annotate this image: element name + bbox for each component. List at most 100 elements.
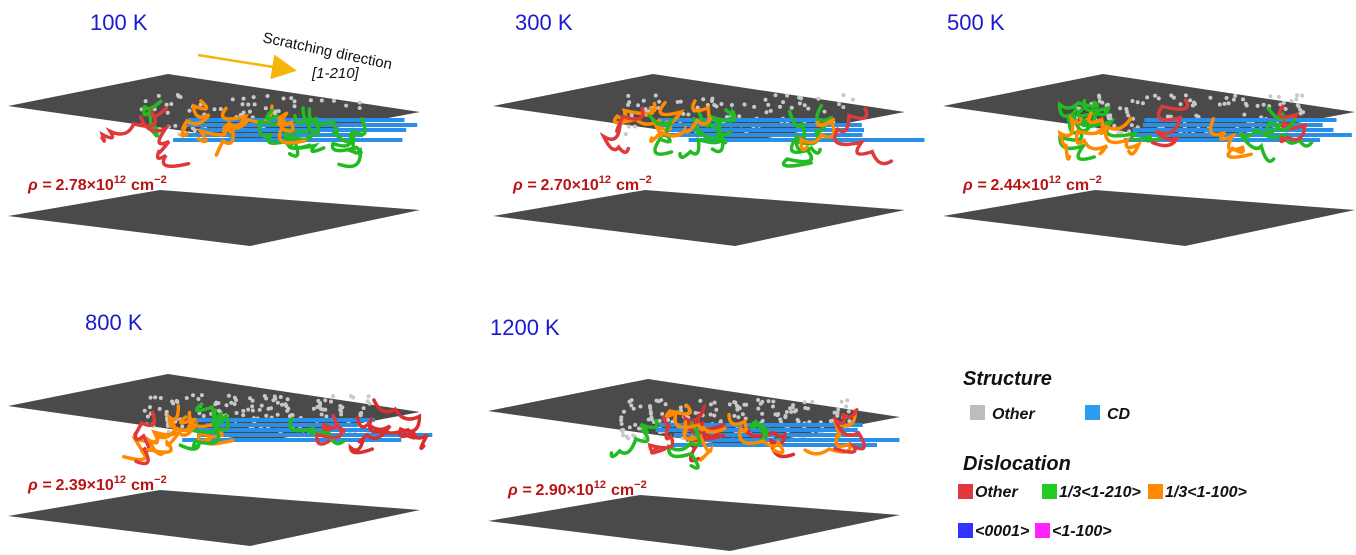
atom [1289,99,1293,103]
atom [771,405,775,409]
atom [252,95,256,99]
annotation-direction: [1-210] [311,65,360,82]
atom [277,109,281,113]
atom [648,406,652,410]
atom [248,396,252,400]
atom [1256,104,1260,108]
atom [1294,97,1298,101]
atom [719,102,723,106]
panel: 1200 Kρ =2.90×1012cm−2 [488,315,900,551]
atom [217,409,221,413]
atom [251,409,255,413]
bottom-slab [493,190,905,246]
density-part: ρ = [512,177,536,194]
legend-swatch [1035,523,1050,538]
atom [318,403,322,407]
density-part: 2.44 [990,177,1021,194]
atom [1130,123,1134,127]
atom [1300,94,1304,98]
atom [1166,115,1170,119]
atom [266,94,270,98]
density-part: 2.70 [540,177,571,194]
atom [736,415,740,419]
atom [1169,93,1173,97]
atom [1241,97,1245,101]
atom [1218,102,1222,106]
dislocation-density: ρ =2.70×1012cm−2 [512,174,652,194]
atom [276,401,280,405]
atom [212,107,216,111]
atom [649,412,653,416]
legend-swatch [1148,484,1163,499]
atom [1118,106,1122,110]
density-part: ρ = [962,177,986,194]
atom [180,424,184,428]
atom [246,408,250,412]
temperature-label: 300 K [515,10,573,35]
atom [286,397,290,401]
density-part: 10 [96,177,114,194]
atom [276,413,280,417]
atom [1296,103,1300,107]
atom [796,418,800,422]
density-part: 2.90 [535,482,566,499]
atom [823,110,827,114]
density-part: −2 [154,174,167,186]
atom [664,402,668,406]
atom [241,102,245,106]
atom [735,408,739,412]
bottom-slab [488,495,900,551]
atom [175,400,179,404]
atom [362,406,366,410]
atom [728,402,732,406]
density-part: × [1022,177,1031,194]
bottom-slab [8,190,420,246]
atom [803,103,807,107]
density-part: ρ = [507,482,531,499]
density-part: 10 [581,177,599,194]
atom [1188,98,1192,102]
density-part: × [572,177,581,194]
atom [248,110,252,114]
density-part: ρ = [27,477,51,494]
atom [625,435,629,439]
atom [730,103,734,107]
legend-label: CD [1107,406,1131,423]
atom [200,393,204,397]
atom [250,404,254,408]
atom [1208,96,1212,100]
atom [806,107,810,111]
atom [324,414,328,418]
atom [624,132,628,136]
atom [744,403,748,407]
atom [260,404,264,408]
atom [1153,94,1157,98]
temperature-label: 1200 K [490,315,560,340]
atom [767,399,771,403]
atom [320,413,324,417]
atom [627,100,631,104]
atom [1136,100,1140,104]
atom [224,403,228,407]
atom [159,396,163,400]
atom [679,405,683,409]
density-part: 12 [114,174,126,186]
atom [246,102,250,106]
atom [242,111,246,115]
atom [285,409,289,413]
atom [799,96,803,100]
atom [148,405,152,409]
atom [157,94,161,98]
density-part: 12 [594,479,606,491]
density-part: 12 [599,174,611,186]
atom [619,415,623,419]
atom [279,395,283,399]
atom [790,106,794,110]
atom [146,415,150,419]
atom [166,111,170,115]
legend-title: Dislocation [963,453,1071,475]
atom [338,408,342,412]
atom [309,98,313,102]
density-part: cm [616,177,639,194]
panel: 100 Kρ =2.78×1012cm−2 [8,10,420,246]
